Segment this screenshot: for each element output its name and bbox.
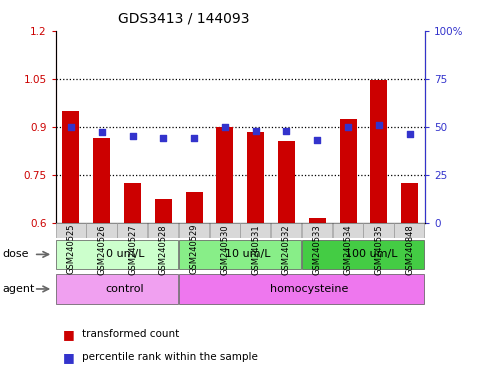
Bar xyxy=(155,199,172,223)
Text: dose: dose xyxy=(2,249,29,260)
FancyBboxPatch shape xyxy=(364,223,394,238)
Text: control: control xyxy=(105,284,144,294)
Text: GSM240534: GSM240534 xyxy=(343,224,353,275)
Bar xyxy=(370,80,387,223)
Text: homocysteine: homocysteine xyxy=(270,284,349,294)
FancyBboxPatch shape xyxy=(210,223,240,238)
FancyBboxPatch shape xyxy=(302,223,332,238)
Text: 100 um/L: 100 um/L xyxy=(345,249,398,260)
Text: GSM240529: GSM240529 xyxy=(190,224,199,275)
Text: GSM240527: GSM240527 xyxy=(128,224,137,275)
Bar xyxy=(309,218,326,223)
Point xyxy=(98,129,106,136)
Point xyxy=(283,127,290,134)
Text: 0 um/L: 0 um/L xyxy=(106,249,144,260)
Text: GSM240528: GSM240528 xyxy=(159,224,168,275)
Bar xyxy=(216,127,233,223)
Text: percentile rank within the sample: percentile rank within the sample xyxy=(82,352,258,362)
Text: agent: agent xyxy=(2,284,35,294)
FancyBboxPatch shape xyxy=(179,240,301,269)
FancyBboxPatch shape xyxy=(56,240,178,269)
Point xyxy=(375,122,383,128)
Point xyxy=(67,124,75,130)
Point xyxy=(344,124,352,130)
Point xyxy=(313,137,321,143)
Bar xyxy=(247,131,264,223)
Point xyxy=(128,133,136,139)
Bar xyxy=(401,183,418,223)
Text: GSM240533: GSM240533 xyxy=(313,224,322,275)
FancyBboxPatch shape xyxy=(117,223,147,238)
Text: GSM240535: GSM240535 xyxy=(374,224,384,275)
Point xyxy=(406,131,413,137)
Bar xyxy=(93,138,110,223)
FancyBboxPatch shape xyxy=(86,223,116,238)
Bar xyxy=(278,141,295,223)
Bar xyxy=(340,119,356,223)
Text: GSM240530: GSM240530 xyxy=(220,224,229,275)
Text: GSM240525: GSM240525 xyxy=(67,224,75,275)
Point xyxy=(159,135,167,141)
Bar xyxy=(185,192,202,223)
Bar xyxy=(124,183,141,223)
FancyBboxPatch shape xyxy=(56,223,85,238)
FancyBboxPatch shape xyxy=(179,274,425,304)
FancyBboxPatch shape xyxy=(179,223,209,238)
FancyBboxPatch shape xyxy=(302,240,425,269)
FancyBboxPatch shape xyxy=(394,223,425,238)
Text: ■: ■ xyxy=(63,351,74,364)
Text: transformed count: transformed count xyxy=(82,329,179,339)
FancyBboxPatch shape xyxy=(56,274,178,304)
Text: GSM240848: GSM240848 xyxy=(405,224,414,275)
Text: GDS3413 / 144093: GDS3413 / 144093 xyxy=(118,12,249,25)
FancyBboxPatch shape xyxy=(148,223,178,238)
Bar xyxy=(62,111,79,223)
FancyBboxPatch shape xyxy=(333,223,363,238)
Point xyxy=(252,127,259,134)
Text: GSM240531: GSM240531 xyxy=(251,224,260,275)
Text: GSM240526: GSM240526 xyxy=(97,224,106,275)
FancyBboxPatch shape xyxy=(240,223,270,238)
FancyBboxPatch shape xyxy=(271,223,301,238)
Point xyxy=(190,135,198,141)
Text: GSM240532: GSM240532 xyxy=(282,224,291,275)
Text: 10 um/L: 10 um/L xyxy=(225,249,271,260)
Text: ■: ■ xyxy=(63,328,74,341)
Point xyxy=(221,124,229,130)
